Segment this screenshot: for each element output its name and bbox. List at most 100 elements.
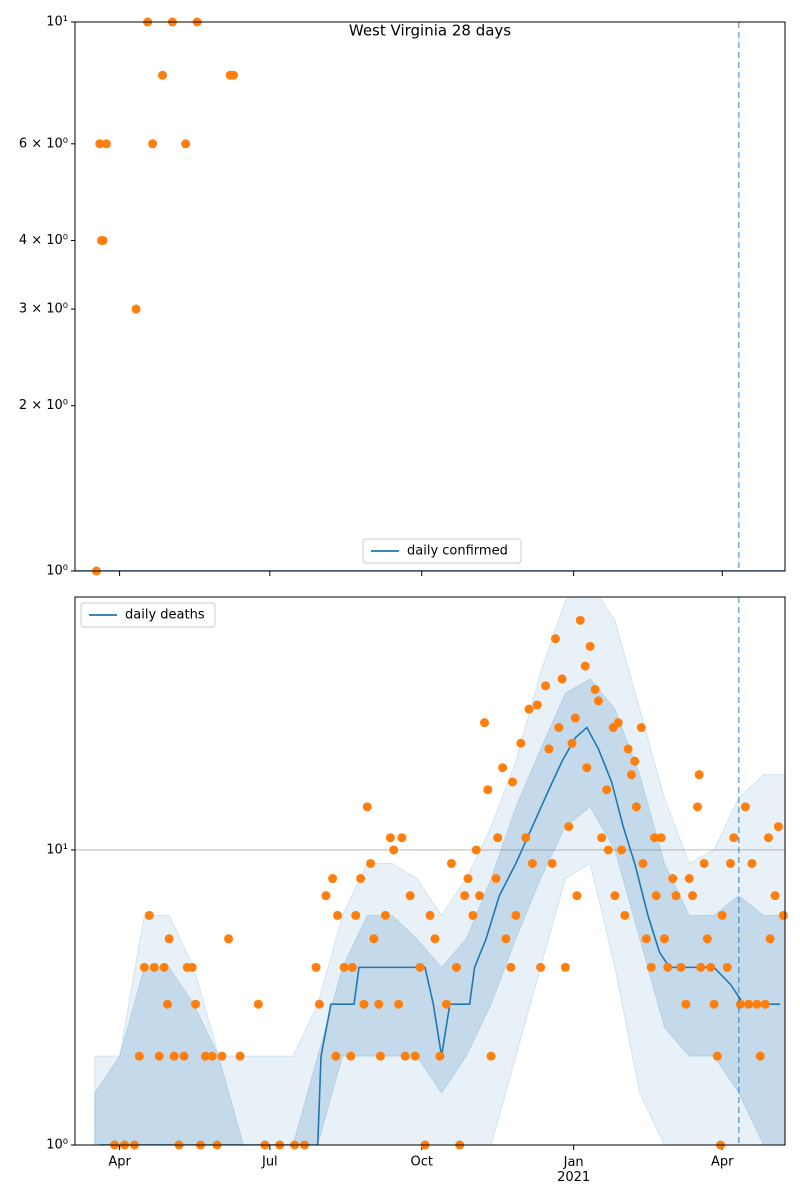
point	[389, 845, 399, 855]
point	[684, 874, 694, 884]
plot-area	[75, 597, 785, 1145]
x-tick-label: Jan 2021	[557, 1155, 590, 1185]
point	[646, 962, 656, 972]
point	[735, 999, 745, 1009]
point	[479, 718, 489, 728]
y-tick-label: 4 × 10⁰	[19, 233, 68, 248]
point	[131, 304, 141, 314]
point	[516, 738, 526, 748]
point	[442, 999, 452, 1009]
band	[94, 678, 785, 1145]
point	[321, 891, 331, 901]
point	[483, 785, 493, 795]
point	[726, 858, 736, 868]
legend-box	[80, 602, 216, 628]
point	[460, 891, 470, 901]
point	[511, 910, 521, 920]
point	[752, 999, 762, 1009]
point	[498, 763, 508, 773]
point	[585, 641, 595, 651]
point	[333, 910, 343, 920]
legend: daily confirmed	[362, 538, 522, 564]
point	[668, 874, 678, 884]
point	[572, 891, 582, 901]
point	[191, 999, 201, 1009]
point	[405, 891, 415, 901]
point	[179, 1051, 189, 1061]
point	[359, 999, 369, 1009]
point	[676, 962, 686, 972]
point	[692, 802, 702, 812]
point	[631, 802, 641, 812]
point	[430, 934, 440, 944]
band	[94, 597, 785, 1145]
point	[149, 962, 159, 972]
point	[375, 1051, 385, 1061]
point	[747, 858, 757, 868]
point	[506, 962, 516, 972]
y-tick-label: 10⁰	[46, 564, 68, 579]
point	[362, 802, 372, 812]
point	[331, 1051, 341, 1061]
point	[641, 934, 651, 944]
point	[744, 999, 754, 1009]
point	[217, 1051, 227, 1061]
point	[626, 770, 636, 780]
point	[451, 962, 461, 972]
point	[380, 910, 390, 920]
point	[541, 681, 551, 691]
y-tick-label: 2 × 10⁰	[19, 398, 68, 413]
y-tick-label: 10¹	[46, 15, 68, 30]
point	[709, 999, 719, 1009]
point	[773, 822, 783, 832]
point	[550, 634, 560, 644]
point	[547, 858, 557, 868]
legend-label: daily deaths	[125, 608, 205, 623]
subplot: 10⁰ 10¹ Apr Jul Oct Jan 2021 Apr daily deaths	[46, 596, 788, 1185]
axes-frame	[74, 21, 786, 572]
point	[374, 999, 384, 1009]
point	[346, 1051, 356, 1061]
point	[148, 139, 158, 149]
point	[760, 999, 770, 1009]
point	[527, 858, 537, 868]
point	[597, 833, 607, 843]
point	[187, 962, 197, 972]
point	[486, 1051, 496, 1061]
point	[521, 833, 531, 843]
point	[235, 1051, 245, 1061]
point	[575, 615, 585, 625]
point	[630, 756, 640, 766]
point	[712, 1051, 722, 1061]
point	[158, 70, 168, 80]
point	[475, 891, 485, 901]
legend-box	[362, 538, 522, 564]
point	[351, 910, 361, 920]
point	[702, 934, 712, 944]
point	[570, 713, 580, 723]
point	[560, 962, 570, 972]
point	[659, 934, 669, 944]
subplot: 10⁰ 2 × 10⁰ 3 × 10⁰ 4 × 10⁰ 6 × 10⁰ 10¹ West V…	[19, 15, 786, 579]
x-tick-label: Apr	[711, 1155, 734, 1170]
point	[696, 962, 706, 972]
point	[425, 910, 435, 920]
point	[755, 1051, 765, 1061]
point	[508, 777, 518, 787]
y-tick-label: 10⁰	[46, 1138, 68, 1153]
point	[400, 1051, 410, 1061]
x-tick-label: Oct	[411, 1155, 433, 1170]
point	[729, 833, 739, 843]
point	[347, 962, 357, 972]
point	[603, 845, 613, 855]
point	[144, 910, 154, 920]
point	[435, 1051, 445, 1061]
point	[636, 723, 646, 733]
point	[328, 874, 338, 884]
axes-frame	[74, 596, 786, 1146]
point	[471, 845, 481, 855]
point	[765, 934, 775, 944]
point	[582, 763, 592, 773]
point	[356, 874, 366, 884]
